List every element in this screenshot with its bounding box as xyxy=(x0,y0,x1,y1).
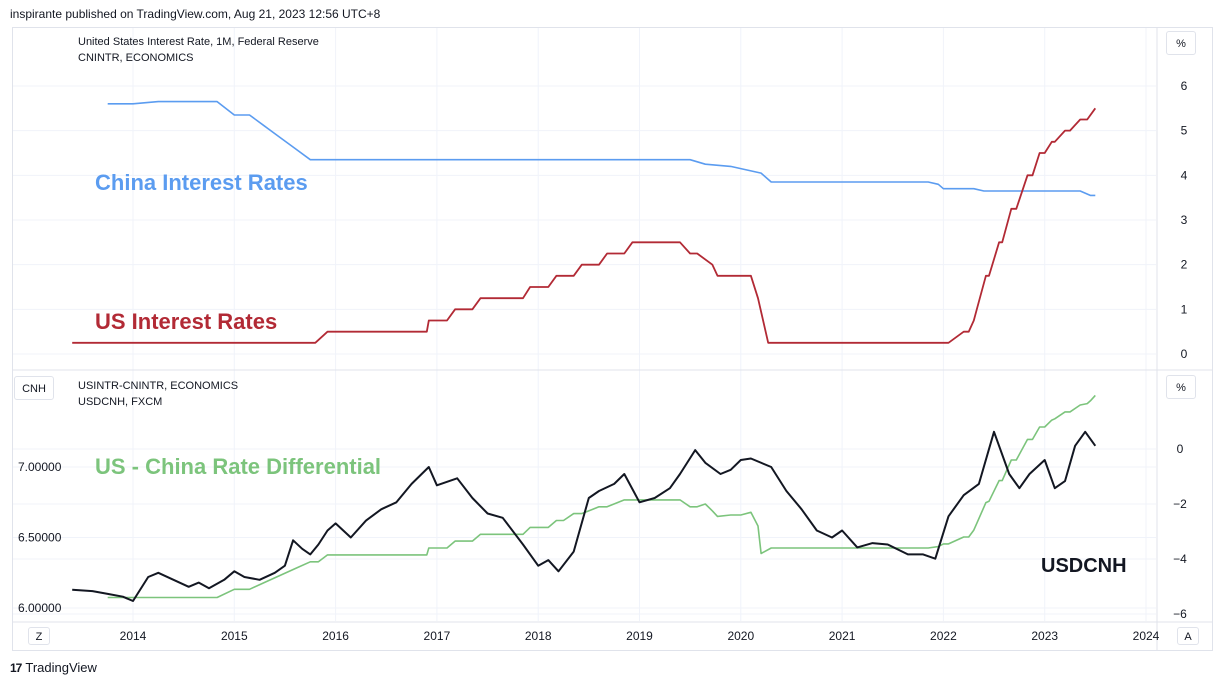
y-tick-diff-0: −6 xyxy=(1173,607,1187,621)
y-tick-diff-3: 0 xyxy=(1177,442,1184,456)
bottom-unit-button[interactable]: % xyxy=(1166,375,1196,399)
auto-scale-button[interactable]: A xyxy=(1177,627,1199,645)
tradingview-logo: 17 xyxy=(10,660,22,675)
brand[interactable]: 17 TradingView xyxy=(10,660,97,675)
x-tick-2019: 2019 xyxy=(626,629,653,643)
series-cnintr-line xyxy=(107,100,1096,197)
grid-layer xyxy=(13,28,1156,621)
x-tick-2018: 2018 xyxy=(525,629,552,643)
x-tick-2022: 2022 xyxy=(930,629,957,643)
y-tick-top-4: 4 xyxy=(1181,168,1188,182)
y-tick-fx-7.00000: 7.00000 xyxy=(18,460,62,474)
zoom-left-button[interactable]: Z xyxy=(28,627,50,645)
x-tick-2023: 2023 xyxy=(1031,629,1058,643)
brand-name: TradingView xyxy=(25,660,97,675)
series-usdcnh-line xyxy=(72,430,1097,602)
top-legend-line2: CNINTR, ECONOMICS xyxy=(78,52,194,64)
annotation-usdcnh: USDCNH xyxy=(1041,555,1127,577)
x-tick-2020: 2020 xyxy=(727,629,754,643)
y-tick-top-0: 0 xyxy=(1181,347,1188,361)
y-tick-top-3: 3 xyxy=(1181,213,1188,227)
annotation-us: US Interest Rates xyxy=(95,309,277,334)
x-tick-2021: 2021 xyxy=(829,629,856,643)
top-legend: United States Interest Rate, 1M, Federal… xyxy=(78,34,319,66)
bottom-legend-line1: USINTR-CNINTR, ECONOMICS xyxy=(78,380,239,392)
y-tick-fx-6.50000: 6.50000 xyxy=(18,531,62,545)
series-usintr-line xyxy=(72,107,1097,344)
x-tick-2017: 2017 xyxy=(424,629,451,643)
x-tick-2015: 2015 xyxy=(221,629,248,643)
y-tick-fx-6.00000: 6.00000 xyxy=(18,601,62,615)
x-tick-2014: 2014 xyxy=(120,629,147,643)
y-tick-top-2: 2 xyxy=(1181,258,1188,272)
bottom-legend: USINTR-CNINTR, ECONOMICS USDCNH, FXCM xyxy=(78,378,238,410)
publisher-line: inspirante published on TradingView.com,… xyxy=(10,7,381,21)
chart-frame xyxy=(12,27,1213,651)
y-tick-diff-1: −4 xyxy=(1173,552,1187,566)
series-layer xyxy=(72,100,1097,602)
axis-layer: 2014 2015 2016 2017 2018 2019 2020 2021 2022 2023… xyxy=(18,79,1188,643)
currency-label[interactable]: CNH xyxy=(14,376,54,400)
y-tick-diff-2: −2 xyxy=(1173,497,1187,511)
x-tick-2016: 2016 xyxy=(322,629,349,643)
bottom-legend-line2: USDCNH, FXCM xyxy=(78,396,163,408)
annotation-china: China Interest Rates xyxy=(95,170,308,195)
top-unit-button[interactable]: % xyxy=(1166,31,1196,55)
top-legend-line1: United States Interest Rate, 1M, Federal… xyxy=(78,36,319,48)
y-tick-top-5: 5 xyxy=(1181,124,1188,138)
series-differential-line xyxy=(107,394,1096,599)
annotation-differential: US - China Rate Differential xyxy=(95,454,381,479)
y-tick-top-1: 1 xyxy=(1181,302,1188,316)
x-tick-2024: 2024 xyxy=(1133,629,1160,643)
y-tick-top-6: 6 xyxy=(1181,79,1188,93)
